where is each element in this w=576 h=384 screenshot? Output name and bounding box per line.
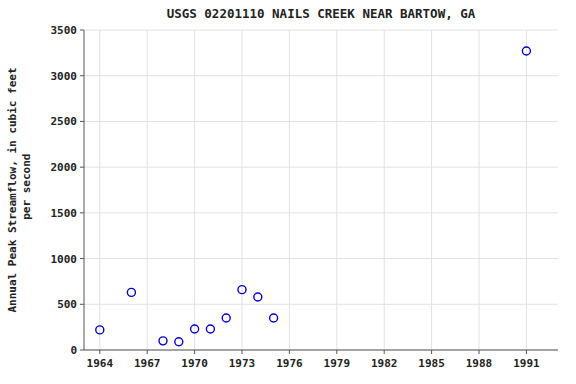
x-grid-line — [479, 30, 480, 350]
y-grid-line — [84, 30, 558, 31]
x-grid-line — [384, 30, 385, 350]
x-tick-label: 1979 — [324, 357, 351, 370]
x-tick-label: 1988 — [466, 357, 493, 370]
x-tick-label: 1991 — [513, 357, 540, 370]
y-tick — [80, 304, 84, 305]
x-grid-line — [526, 30, 527, 350]
y-tick — [80, 258, 84, 259]
y-tick-label: 1500 — [51, 207, 78, 220]
point — [238, 286, 246, 294]
y-tick-label: 2000 — [51, 161, 78, 174]
x-tick — [289, 350, 290, 354]
y-tick — [80, 75, 84, 76]
y-axis-label: Annual Peak Streamflow, in cubic feet pe… — [6, 67, 33, 312]
x-tick-label: 1970 — [181, 357, 208, 370]
y-axis-line — [84, 30, 85, 350]
point — [270, 314, 278, 322]
x-grid-line — [99, 30, 100, 350]
y-axis-label-line: Annual Peak Streamflow, in cubic feet — [6, 67, 19, 312]
point — [127, 288, 135, 296]
point — [96, 326, 104, 334]
point — [522, 47, 530, 55]
y-tick — [80, 212, 84, 213]
x-tick — [242, 350, 243, 354]
grid — [84, 30, 558, 350]
title: USGS 02201110 NAILS CREEK NEAR BARTOW, G… — [167, 6, 476, 21]
x-grid-line — [336, 30, 337, 350]
y-tick — [80, 167, 84, 168]
x-tick — [384, 350, 385, 354]
point — [159, 337, 167, 345]
x-grid-line — [289, 30, 290, 350]
y-tick-label: 0 — [70, 344, 77, 357]
y-tick-label: 1000 — [51, 253, 78, 266]
y-tick-label: 3500 — [51, 24, 78, 37]
point — [191, 325, 199, 333]
x-tick — [99, 350, 100, 354]
x-tick — [479, 350, 480, 354]
y-tick-label: 2500 — [51, 115, 78, 128]
y-grid-line — [84, 258, 558, 259]
chart-container: 1964 1967 1970 1973 1976 1979 1982 1985 1988 1991… — [0, 0, 576, 384]
x-tick-label: 1967 — [134, 357, 161, 370]
point — [254, 293, 262, 301]
x-tick — [526, 350, 527, 354]
chart-svg: 1964 1967 1970 1973 1976 1979 1982 1985 1988 1991… — [0, 0, 576, 384]
x-tick — [147, 350, 148, 354]
y-grid-line — [84, 121, 558, 122]
x-tick — [431, 350, 432, 354]
point — [206, 325, 214, 333]
y-tick-label: 500 — [57, 298, 77, 311]
x-tick-label: 1976 — [276, 357, 303, 370]
y-tick — [80, 350, 84, 351]
x-tick — [336, 350, 337, 354]
y-grid-line — [84, 167, 558, 168]
point — [175, 338, 183, 346]
x-tick-label: 1985 — [418, 357, 445, 370]
x-tick — [194, 350, 195, 354]
x-grid-line — [242, 30, 243, 350]
axes: 1964 1967 1970 1973 1976 1979 1982 1985 1988 1991… — [51, 24, 559, 370]
x-axis-line — [84, 350, 558, 351]
y-grid-line — [84, 75, 558, 76]
x-tick-label: 1982 — [371, 357, 398, 370]
x-grid-line — [194, 30, 195, 350]
y-grid-line — [84, 304, 558, 305]
y-grid-line — [84, 350, 558, 351]
x-tick-label: 1973 — [229, 357, 256, 370]
y-grid-line — [84, 212, 558, 213]
point — [222, 314, 230, 322]
background — [0, 0, 576, 384]
y-axis-label-line: per second — [20, 154, 33, 227]
points — [96, 47, 531, 346]
y-tick-label: 3000 — [51, 70, 78, 83]
y-tick — [80, 30, 84, 31]
x-grid-line — [431, 30, 432, 350]
y-tick — [80, 121, 84, 122]
x-grid-line — [147, 30, 148, 350]
x-tick-label: 1964 — [87, 357, 114, 370]
